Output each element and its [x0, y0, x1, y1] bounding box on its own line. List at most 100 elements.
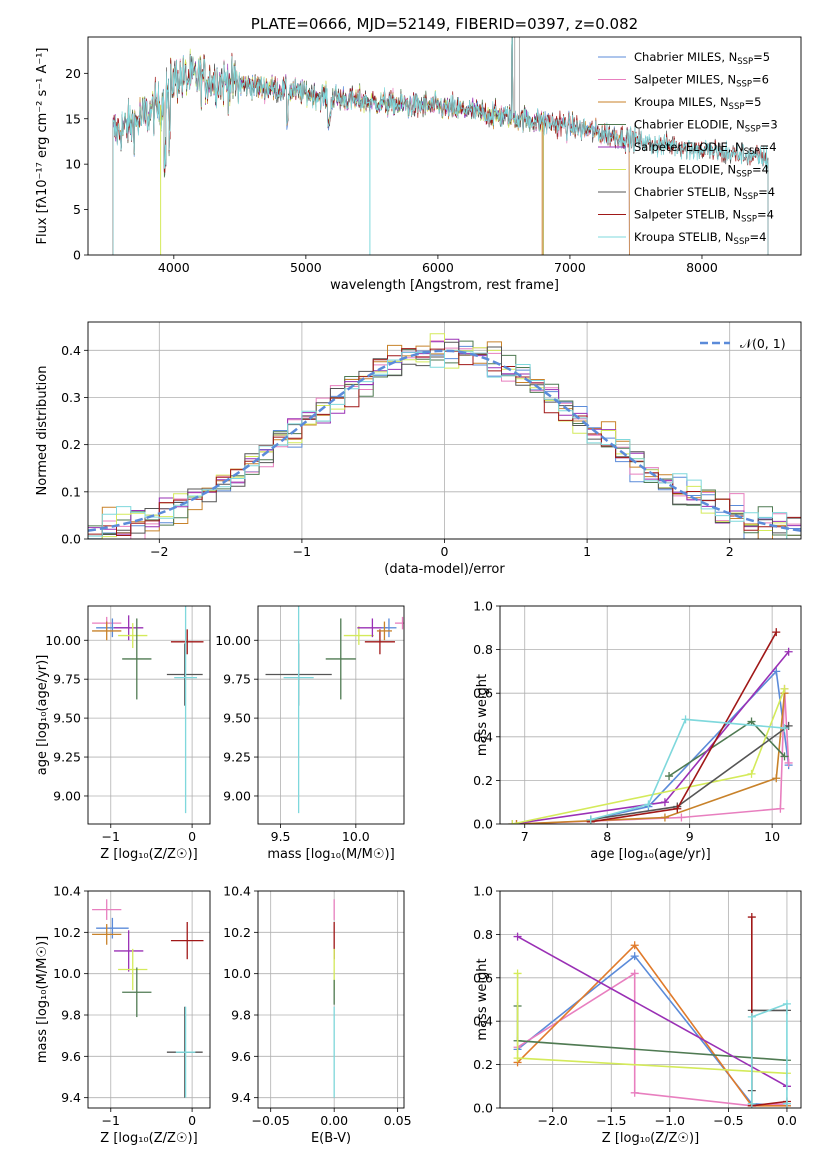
y-tick-label: 9.00: [53, 788, 81, 803]
y-tick-label: 9.8: [231, 1008, 251, 1023]
weight-marker: [513, 932, 522, 941]
weight-line-8: [751, 917, 787, 1107]
weight-marker: [586, 815, 595, 824]
weight-marker: [681, 715, 690, 724]
y-tick-label: 10.0: [223, 966, 251, 981]
x-tick-label: 0.00: [320, 1113, 348, 1128]
legend-label-end: =4: [757, 208, 774, 222]
weight-marker: [782, 1099, 791, 1108]
weight-marker: [747, 769, 756, 778]
y-tick-label: 10.00: [45, 633, 81, 648]
legend-label-main: Chabrier ELODIE, N: [634, 118, 745, 132]
legend-label-5: Salpeter ELODIE, NSSP=4: [634, 140, 777, 157]
weight-line-9: [751, 1002, 788, 1104]
x-tick-label: 8: [603, 829, 611, 844]
x-axis-label: Z [log₁₀(Z/Z☉)]: [602, 1131, 699, 1146]
y-tick-label: 0.4: [473, 1014, 493, 1029]
legend-label-end: =5: [744, 95, 761, 109]
errorbar-point-4: [343, 626, 374, 645]
errorbar-point-4: [114, 930, 144, 972]
y-axis-label: mass weight: [475, 674, 490, 756]
x-tick-label: 0: [188, 1113, 196, 1128]
errorbar-point-9: [175, 1006, 196, 1098]
legend-label-9: Kroupa STELIB, NSSP=4: [634, 230, 766, 247]
weight-line-3: [517, 944, 787, 1107]
axes-frame: [499, 605, 802, 825]
legend-label-sub: SSP: [745, 125, 761, 135]
y-tick-label: 9.6: [231, 1049, 251, 1064]
axes-weight_vs_age: 7 8 9 10 0.0 0.2 0.4 0.6 0.8 1.0 age [log₁₀(age/yr…: [473, 599, 802, 862]
y-axis-label: Flux [fλ10⁻¹⁷ erg cm⁻² s⁻¹ A⁻¹]: [35, 48, 50, 245]
legend-label-main: Kroupa MILES, N: [634, 95, 729, 109]
y-tick-label: 0.6: [473, 970, 493, 985]
weight-marker: [630, 941, 639, 950]
y-tick-label: 9.50: [53, 711, 81, 726]
y-tick-label: 9.00: [223, 788, 251, 803]
x-axis-label: Z [log₁₀(Z/Z☉)]: [100, 1131, 197, 1146]
weight-line-8: [590, 631, 777, 823]
legend-label-end: =3: [761, 118, 778, 132]
legend-label-normal: 𝒩(0, 1): [740, 336, 786, 351]
x-tick-label: 10: [764, 829, 780, 844]
y-tick-label: 20: [65, 66, 81, 81]
legend-label-main: Salpeter STELIB, N: [634, 208, 741, 222]
x-tick-label: −0.5: [713, 1113, 743, 1128]
weight-line-2: [517, 972, 787, 1107]
y-tick-label: 0.1: [61, 484, 81, 499]
plot-area-age_vs_mass: [265, 606, 404, 814]
errorbar-point-7: [170, 922, 204, 960]
weight-line-7: [751, 1009, 787, 1091]
y-tick-label: 10: [65, 157, 81, 172]
x-tick-label: −1.0: [655, 1113, 685, 1128]
axes-frame: [499, 890, 802, 1109]
y-tick-label: 0.4: [61, 343, 81, 358]
weight-line-4: [668, 720, 786, 777]
errorbar-point-5: [118, 623, 148, 649]
axes-frame: [257, 890, 405, 1109]
plot-area-residuals: [88, 333, 801, 539]
legend-label-sub: SSP: [744, 147, 760, 157]
axes-frame: [87, 321, 802, 540]
weight-marker: [782, 999, 791, 1008]
weight-line-6: [516, 973, 787, 1075]
plot-area-spectrum: [112, 37, 769, 255]
errorbar-point-5: [364, 629, 395, 655]
y-tick-label: 10.00: [215, 633, 251, 648]
y-tick-label: 10.4: [223, 884, 251, 899]
spectrum-line-6: [112, 37, 544, 255]
x-tick-label: −2.0: [538, 1113, 568, 1128]
y-tick-label: 0.2: [61, 437, 81, 452]
errorbar-point-8: [166, 643, 203, 706]
legend-label-end: =4: [760, 140, 777, 154]
errorbar-point-1: [92, 899, 122, 920]
y-tick-label: 9.50: [223, 711, 251, 726]
y-tick-label: 0.8: [473, 642, 493, 657]
axes-mass_vs_z: −1 0 9.4 9.6 9.8 10.0 10.2 10.4 Z [log₁₀(Z/Z☉)] m…: [35, 884, 211, 1146]
errorbar-point-7: [381, 618, 397, 638]
x-tick-label: 8000: [686, 260, 718, 275]
legend-label-3: Kroupa MILES, NSSP=5: [634, 95, 761, 112]
legend-label-7: Chabrier STELIB, NSSP=4: [634, 185, 775, 202]
x-tick-label: 9.5: [271, 829, 291, 844]
errorbar-point-3: [325, 618, 356, 700]
weight-marker: [660, 798, 669, 807]
weight-marker: [512, 820, 521, 824]
weight-marker: [747, 1099, 756, 1108]
x-tick-label: 9: [686, 829, 694, 844]
y-axis-label: age [log₁₀(age/yr)]: [35, 655, 50, 776]
weight-marker: [630, 952, 639, 961]
legend-label-sub: SSP: [737, 57, 753, 67]
legend-label-main: Kroupa ELODIE, N: [634, 163, 736, 177]
x-axis-label: mass [log₁₀(M/M☉)]: [267, 847, 394, 862]
y-tick-label: 0.0: [473, 817, 493, 832]
errorbar-point-2: [283, 606, 314, 814]
y-tick-label: 1.0: [473, 884, 493, 899]
y-tick-label: 0.0: [473, 1101, 493, 1116]
legend-label-sub: SSP: [742, 192, 758, 202]
weight-marker: [747, 1012, 756, 1021]
y-tick-label: 1.0: [473, 599, 493, 614]
weight-marker: [772, 628, 781, 637]
hist-series-9: [88, 350, 801, 539]
weight-marker: [784, 647, 793, 656]
y-tick-label: 10.2: [223, 925, 251, 940]
